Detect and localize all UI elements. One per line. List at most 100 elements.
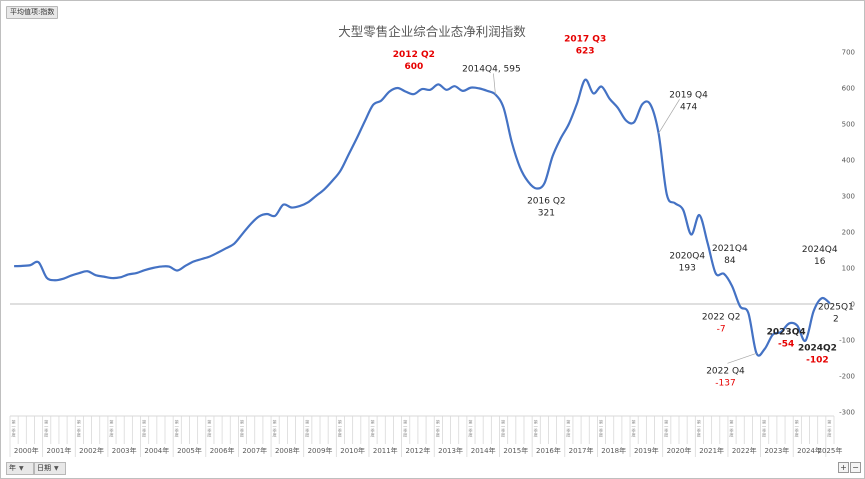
- data-annotation-label: 600: [404, 62, 423, 72]
- value-field-button[interactable]: 平均值项:指数: [6, 6, 59, 19]
- data-annotation-label: 16: [814, 257, 826, 267]
- x-year-label: 2008年: [275, 446, 300, 455]
- x-year-label: 2022年: [732, 446, 757, 455]
- x-year-label: 2023年: [764, 446, 789, 455]
- data-annotation-label: 2020Q4: [669, 252, 705, 262]
- annotations: 2012 Q2 600 2014Q4, 595 2016 Q2 321 2017 Q3 62…: [393, 35, 854, 389]
- y-tick-label: -100: [839, 337, 855, 345]
- x-year-label: 2016年: [536, 446, 561, 455]
- x-quarter-label: 第一季度: [827, 419, 833, 439]
- x-quarter-label: 第一季度: [468, 419, 474, 439]
- x-quarter-label: 第一季度: [337, 419, 343, 439]
- data-annotation-label: 321: [538, 208, 555, 218]
- annotation-leader: [658, 99, 680, 134]
- x-quarter-label: 第一季度: [696, 419, 702, 439]
- x-year-label: 2002年: [79, 446, 104, 455]
- collapse-field-button[interactable]: −: [850, 462, 861, 473]
- x-quarter-label: 第一季度: [43, 419, 49, 439]
- data-annotation-label: 2017 Q3: [564, 35, 606, 45]
- x-year-label: 2018年: [601, 446, 626, 455]
- filter-icon[interactable]: ▼: [19, 465, 24, 472]
- data-annotation-label: 2012 Q2: [393, 50, 435, 60]
- data-annotation-label: -54: [778, 339, 794, 349]
- expand-field-button[interactable]: +: [838, 462, 849, 473]
- y-tick-label: 500: [842, 121, 855, 129]
- data-annotation-label: 193: [679, 264, 696, 274]
- y-tick-label: 200: [842, 229, 855, 237]
- year-field-label: 年: [9, 464, 16, 472]
- x-year-label: 2010年: [340, 446, 365, 455]
- y-tick-label: 400: [842, 157, 855, 165]
- x-year-label: 2012年: [406, 446, 431, 455]
- x-year-label: 2011年: [373, 446, 398, 455]
- x-quarter-label: 第一季度: [631, 419, 637, 439]
- data-annotation-label: 2019 Q4: [669, 90, 708, 100]
- x-year-label: 2020年: [667, 446, 692, 455]
- x-year-label: 2017年: [569, 446, 594, 455]
- annotation-leader: [727, 352, 757, 364]
- data-annotation-label: 2025Q1: [818, 302, 854, 312]
- y-tick-label: 600: [842, 85, 855, 93]
- x-year-label: 2021年: [699, 446, 724, 455]
- x-quarter-label: 第一季度: [729, 419, 735, 439]
- x-year-label: 2025年: [818, 446, 843, 455]
- dropdown-icon[interactable]: ▼: [54, 465, 59, 472]
- x-quarter-label: 第一季度: [370, 419, 376, 439]
- x-quarter-label: 第一季度: [663, 419, 669, 439]
- x-quarter-label: 第一季度: [76, 419, 82, 439]
- year-field-button[interactable]: 年 ▼: [6, 462, 34, 475]
- data-annotation-label: 474: [680, 102, 697, 112]
- data-annotation-label: 2024Q2: [798, 344, 837, 354]
- x-quarter-label: 第一季度: [794, 419, 800, 439]
- x-year-label: 2001年: [47, 446, 72, 455]
- x-quarter-label: 第一季度: [402, 419, 408, 439]
- data-annotation-label: 2023Q4: [767, 327, 806, 337]
- x-quarter-label: 第一季度: [141, 419, 147, 439]
- x-quarter-label: 第一季度: [500, 419, 506, 439]
- date-field-label: 日期: [37, 464, 51, 472]
- data-annotation-label: -102: [806, 356, 829, 366]
- x-axis: 第一季度 第一季度 第一季度 第一季度 第一季度 第一季度 第一季度 第一季度 第一季度 第一季度…: [9, 415, 843, 457]
- x-year-label: 2005年: [177, 446, 202, 455]
- x-quarter-label: 第一季度: [174, 419, 180, 439]
- x-year-label: 2024年: [797, 446, 822, 455]
- annotation-leader: [493, 73, 496, 95]
- x-year-label: 2003年: [112, 446, 137, 455]
- x-quarter-label: 第一季度: [109, 419, 115, 439]
- data-annotation-label: -7: [717, 325, 726, 335]
- x-year-label: 2009年: [308, 446, 333, 455]
- data-annotation-label: 2: [833, 314, 839, 324]
- data-annotation-label: 84: [724, 256, 736, 266]
- y-tick-label: 0: [851, 301, 855, 309]
- data-annotation-label: 2024Q4: [802, 245, 838, 255]
- data-annotation-label: 2021Q4: [712, 244, 748, 254]
- x-year-label: 2004年: [144, 446, 169, 455]
- data-annotation-label: 2016 Q2: [527, 196, 566, 206]
- x-quarter-label: 第一季度: [761, 419, 767, 439]
- series-line: [14, 78, 831, 357]
- chart-title: 大型零售企业综合业态净利润指数: [338, 24, 526, 39]
- data-annotation-label: 623: [576, 47, 595, 57]
- x-quarter-label: 第一季度: [272, 419, 278, 439]
- data-annotation-label: 2022 Q4: [706, 366, 745, 376]
- date-field-button[interactable]: 日期 ▼: [34, 462, 66, 475]
- data-annotation-label: 2022 Q2: [702, 313, 741, 323]
- y-tick-label: 700: [842, 49, 855, 57]
- x-year-label: 2013年: [438, 446, 463, 455]
- y-tick-label: 300: [842, 193, 855, 201]
- y-tick-label: 100: [842, 265, 855, 273]
- index-series-line: [14, 78, 831, 357]
- data-annotation-label: 2014Q4, 595: [462, 64, 521, 74]
- x-quarter-label: 第一季度: [565, 419, 571, 439]
- x-quarter-label: 第一季度: [435, 419, 441, 439]
- x-year-label: 2007年: [242, 446, 267, 455]
- x-year-label: 2015年: [503, 446, 528, 455]
- y-axis: -300 -200 -100 0 100 200 300 400 500 600 700: [839, 49, 855, 417]
- y-tick-label: -300: [839, 409, 855, 417]
- x-quarter-label: 第一季度: [533, 419, 539, 439]
- x-year-label: 2019年: [634, 446, 659, 455]
- x-quarter-label: 第一季度: [206, 419, 212, 439]
- y-tick-label: -200: [839, 373, 855, 381]
- x-year-label: 2000年: [14, 446, 39, 455]
